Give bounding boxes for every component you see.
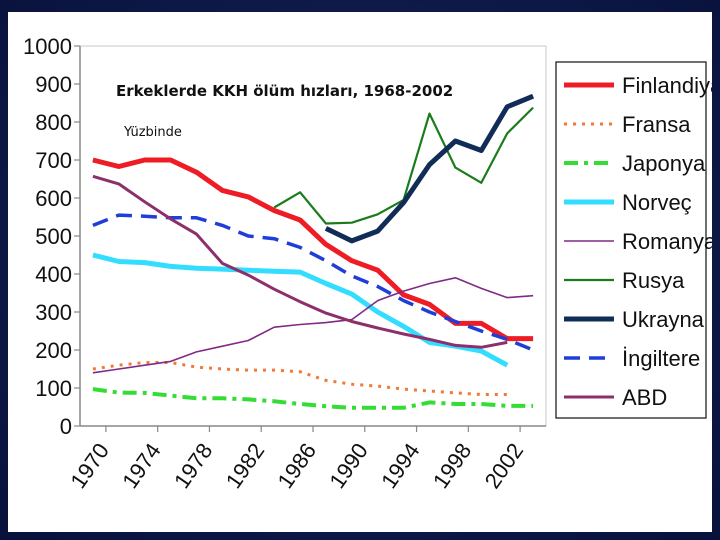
y-tick-label: 100 [35, 376, 72, 401]
series-line-4 [92, 276, 534, 374]
series-line-2 [92, 387, 534, 410]
slide: 0 100 200 300 400 500 600 700 800 900 1000 1970 197… [8, 12, 712, 532]
legend-label-4: Romanya [622, 229, 712, 254]
chart-subtitle: Yüzbinde [123, 125, 182, 140]
legend-box [555, 61, 707, 419]
legend: Finlandiya Fransa Japonya Norveç Romanya Rusy… [564, 73, 712, 410]
series-line-1 [92, 361, 508, 396]
legend-label-0: Finlandiya [622, 73, 712, 98]
legend-label-7: İngiltere [622, 346, 700, 371]
y-tick-label: 500 [35, 224, 72, 249]
y-tick-label: 600 [35, 186, 72, 211]
y-tick-label: 800 [35, 110, 72, 135]
legend-label-6: Ukrayna [622, 307, 705, 332]
legend-label-8: ABD [622, 385, 667, 410]
y-tick-label: 200 [35, 338, 72, 363]
series-line-8 [92, 174, 508, 349]
y-tick-label: 300 [35, 300, 72, 325]
legend-label-5: Rusya [622, 268, 685, 293]
y-tick-label: 1000 [23, 34, 72, 59]
series-line-3 [92, 252, 509, 368]
legend-label-2: Japonya [622, 151, 706, 176]
series-lines [92, 93, 535, 410]
y-tick-label: 900 [35, 72, 72, 97]
chart-title: Erkeklerde KKH ölüm hızları, 1968-2002 [116, 82, 453, 100]
y-axis-ticks: 0 100 200 300 400 500 600 700 800 900 1000 [23, 34, 80, 439]
series-line-0 [92, 157, 534, 342]
y-tick-label: 400 [35, 262, 72, 287]
y-tick-label: 0 [60, 414, 72, 439]
legend-label-3: Norveç [622, 190, 692, 215]
legend-label-1: Fransa [622, 112, 691, 137]
y-tick-label: 700 [35, 148, 72, 173]
series-line-6 [324, 93, 535, 244]
